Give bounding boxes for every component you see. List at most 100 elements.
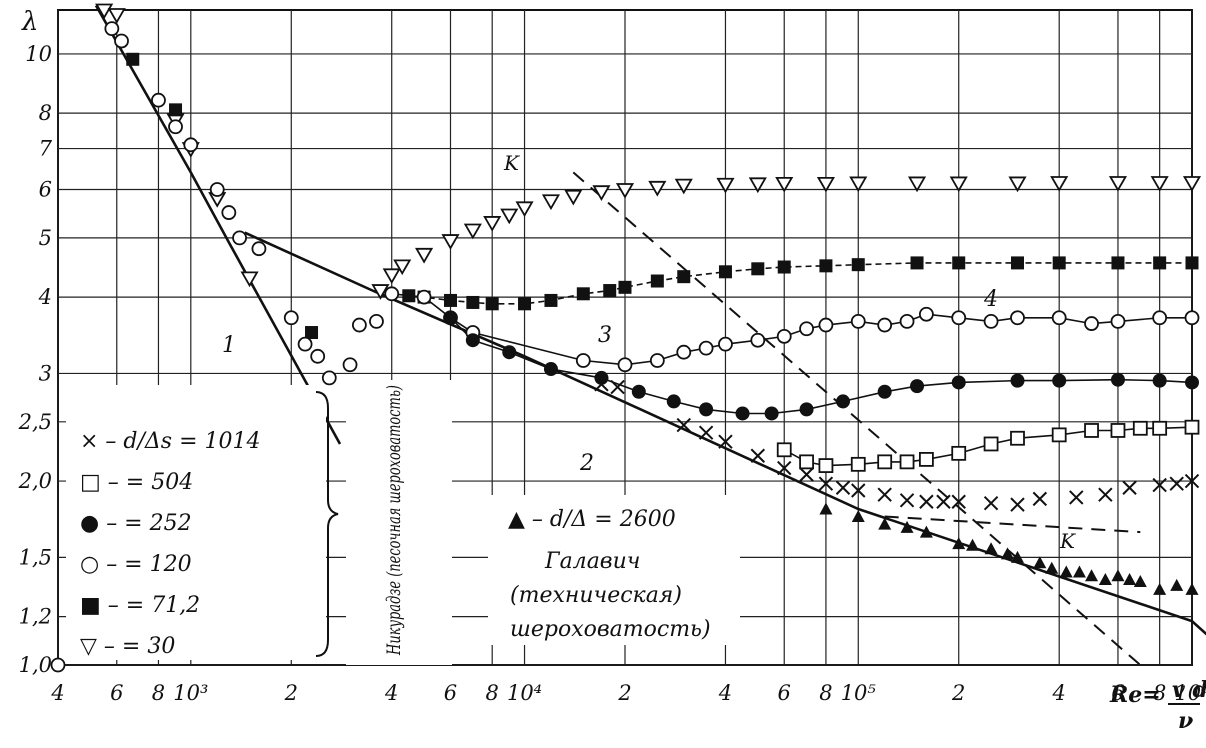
data-point xyxy=(283,310,299,326)
data-point xyxy=(819,259,833,273)
legend: × – d/Δs = 1014 □ – = 504 ● – = 252 ○ – … xyxy=(66,380,452,665)
data-point xyxy=(750,332,766,348)
data-point xyxy=(1185,375,1199,390)
data-point xyxy=(851,483,866,498)
data-point xyxy=(951,494,966,509)
data-point xyxy=(818,476,834,491)
data-point xyxy=(1132,420,1148,436)
curve-1 xyxy=(94,4,342,445)
data-point xyxy=(777,260,791,274)
data-point xyxy=(463,223,482,240)
data-point xyxy=(919,525,933,538)
data-point xyxy=(371,284,390,300)
data-point xyxy=(104,21,120,37)
data-point xyxy=(899,313,915,329)
y-tick-label: 6 xyxy=(39,177,52,201)
x-tick-label: 8 xyxy=(486,681,499,705)
data-point xyxy=(402,289,416,303)
series-line xyxy=(449,317,1193,415)
curve-2 xyxy=(244,231,1206,636)
curve-label-k-top: K xyxy=(503,151,520,175)
data-point xyxy=(698,425,714,440)
data-point xyxy=(232,230,247,246)
data-point xyxy=(1033,556,1047,569)
data-point xyxy=(310,348,326,364)
data-point xyxy=(877,454,893,470)
x-tick-label: 6 xyxy=(1111,681,1124,705)
data-point xyxy=(615,183,635,199)
data-point xyxy=(393,259,412,276)
y-tick-label: 2,0 xyxy=(18,469,52,493)
data-point xyxy=(1084,423,1099,438)
data-point xyxy=(1052,373,1067,388)
data-point xyxy=(617,357,633,373)
data-point xyxy=(899,493,915,508)
x-tick-label: 8 xyxy=(819,681,832,705)
markers xyxy=(50,3,1202,673)
data-point xyxy=(618,280,632,294)
data-point xyxy=(1152,373,1167,388)
data-point xyxy=(877,487,892,502)
data-point xyxy=(799,402,814,417)
y-tick-label: 5 xyxy=(39,226,52,250)
data-point xyxy=(1051,427,1067,443)
data-point xyxy=(351,317,367,333)
data-point xyxy=(677,270,691,284)
data-point xyxy=(850,456,866,472)
data-point xyxy=(983,313,999,329)
x-tick-label: 2 xyxy=(284,681,298,705)
data-point xyxy=(775,176,794,193)
data-point xyxy=(816,176,835,193)
data-point xyxy=(666,394,681,409)
x-tick-labels: 4 6 8 10³ 2 4 6 8 10⁴ 2 4 6 8 10⁵ 2 4 6 8 10⁶ xyxy=(50,681,1206,705)
y-tick-label: 1,2 xyxy=(19,605,52,629)
data-point xyxy=(465,333,480,348)
data-point xyxy=(1123,573,1137,586)
data-point xyxy=(776,442,792,458)
data-point xyxy=(221,205,237,220)
galavich-legend-item: ▲ – d/Δ = 2600 xyxy=(508,507,676,532)
nikuradse-label: Никурадзе (песочная шероховатость) xyxy=(383,385,405,656)
data-point xyxy=(648,180,667,197)
x-tick-label: 10⁴ xyxy=(507,681,542,705)
data-point xyxy=(799,321,814,337)
curve-label-4: 4 xyxy=(983,287,998,312)
x-tick-label: 10⁵ xyxy=(841,681,877,705)
x-tick-label: 6 xyxy=(444,681,457,705)
data-point xyxy=(910,256,924,270)
data-point xyxy=(951,375,966,390)
legend-item-252: ● – = 252 xyxy=(80,511,192,536)
data-point xyxy=(649,353,665,368)
data-point xyxy=(594,370,609,385)
data-point xyxy=(1010,310,1025,326)
legend-brace xyxy=(315,391,339,657)
data-point xyxy=(183,137,199,153)
data-point xyxy=(951,445,967,461)
data-point xyxy=(485,297,499,311)
galavich-caption-line1: Галавич xyxy=(544,549,640,574)
galavich-caption-line3: шероховатость) xyxy=(510,617,711,642)
data-point xyxy=(631,384,646,399)
data-point xyxy=(1008,176,1027,193)
y-tick-label: 1,0 xyxy=(19,653,52,677)
data-point xyxy=(1010,430,1025,446)
data-point xyxy=(910,379,925,394)
data-point xyxy=(518,297,532,311)
data-point xyxy=(751,262,765,276)
data-point xyxy=(321,370,337,386)
data-point xyxy=(849,176,868,193)
data-point xyxy=(835,394,850,409)
data-point xyxy=(936,494,951,509)
data-point xyxy=(1184,419,1200,435)
legend-item-30: ▽ – = 30 xyxy=(80,634,175,659)
data-point xyxy=(384,286,400,302)
series-line xyxy=(783,426,1193,467)
data-point xyxy=(1010,256,1024,270)
data-point xyxy=(952,537,966,550)
data-point xyxy=(1152,477,1167,493)
data-point xyxy=(1182,176,1202,192)
data-point xyxy=(899,454,915,470)
data-point xyxy=(748,177,767,194)
y-tick-label: 1,5 xyxy=(19,545,52,569)
data-point xyxy=(951,310,967,326)
